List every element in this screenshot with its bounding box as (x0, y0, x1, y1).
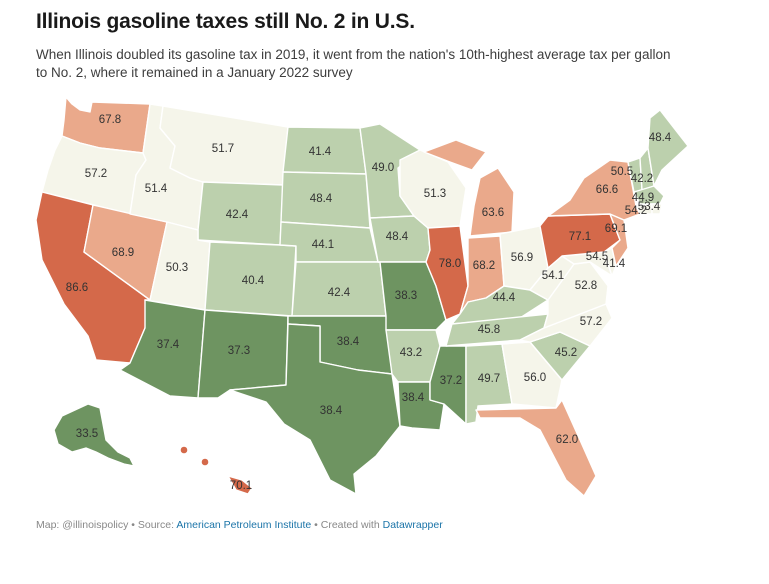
footer-separator: • (128, 519, 138, 531)
footer-separator-2: • (311, 519, 321, 531)
label-id: 51.4 (145, 183, 168, 195)
state-hi[interactable] (227, 475, 253, 495)
footer-source-label: Source: (137, 519, 177, 531)
label-mt: 51.7 (212, 143, 234, 155)
state-il[interactable] (425, 225, 469, 321)
label-ia: 48.4 (386, 231, 409, 243)
label-in: 68.2 (473, 260, 495, 272)
state-tx[interactable] (229, 323, 401, 495)
label-nd: 41.4 (309, 146, 332, 158)
label-nh: 42.2 (631, 173, 653, 185)
state-fl[interactable] (475, 399, 597, 497)
chart-title: Illinois gasoline taxes still No. 2 in U… (36, 10, 415, 33)
label-nc: 57.2 (580, 316, 602, 328)
label-pa: 77.1 (569, 231, 591, 243)
state-me[interactable] (647, 109, 689, 187)
state-ga[interactable] (501, 341, 563, 409)
state-hi-isle[interactable] (179, 445, 189, 455)
state-wy[interactable] (197, 181, 284, 246)
label-mo: 38.3 (395, 290, 417, 302)
label-or: 57.2 (85, 168, 107, 180)
label-vt: 50.5 (611, 166, 633, 178)
label-ok: 38.4 (337, 336, 360, 348)
state-value-labels: 67.8 57.2 86.6 68.9 51.4 51.7 42.4 50.3 … (66, 114, 672, 492)
label-ky: 44.4 (493, 292, 516, 304)
label-az: 37.4 (157, 339, 180, 351)
label-il: 78.0 (439, 258, 461, 270)
label-sd: 48.4 (310, 193, 333, 205)
state-ak[interactable] (53, 403, 135, 467)
label-ar: 43.2 (400, 347, 422, 359)
label-ri: 53.4 (638, 201, 661, 213)
state-hi-isle2[interactable] (200, 457, 210, 467)
state-ri[interactable] (651, 203, 663, 215)
label-hi: 70.1 (230, 480, 252, 492)
label-wy: 42.4 (226, 209, 249, 221)
source-link[interactable]: American Petroleum Institute (176, 519, 312, 531)
label-fl: 62.0 (556, 434, 578, 446)
label-mi: 63.6 (482, 207, 504, 219)
label-de: 54.5 (586, 251, 608, 263)
label-oh: 56.9 (511, 252, 533, 264)
label-ms: 37.2 (440, 375, 462, 387)
label-ny: 66.6 (596, 184, 618, 196)
label-va: 52.8 (575, 280, 597, 292)
label-la: 38.4 (402, 392, 425, 404)
label-ut: 50.3 (166, 262, 188, 274)
label-ks: 42.4 (328, 287, 351, 299)
label-al: 49.7 (478, 373, 500, 385)
label-sc: 45.2 (555, 347, 577, 359)
datawrapper-link[interactable]: Datawrapper (382, 519, 443, 531)
label-wv: 54.1 (542, 270, 564, 282)
chart-footer: Map: @illinoispolicy • Source: American … (36, 519, 443, 531)
label-md: 41.4 (603, 258, 626, 270)
label-ca: 86.6 (66, 282, 88, 294)
label-ga: 56.0 (524, 372, 546, 384)
label-nm: 37.3 (228, 345, 250, 357)
label-ma: 44.9 (632, 192, 654, 204)
label-mn: 49.0 (372, 162, 394, 174)
label-ct: 54.2 (625, 205, 647, 217)
label-tn: 45.8 (478, 324, 500, 336)
footer-credit: Map: @illinoispolicy (36, 519, 129, 531)
footer-created-label: Created with (320, 519, 383, 531)
label-nv: 68.9 (112, 247, 134, 259)
label-ak: 33.5 (76, 428, 98, 440)
label-wa: 67.8 (99, 114, 121, 126)
label-ne: 44.1 (312, 239, 334, 251)
state-ma[interactable] (633, 185, 665, 205)
label-me: 48.4 (649, 132, 672, 144)
label-co: 40.4 (242, 275, 265, 287)
label-wi: 51.3 (424, 188, 446, 200)
label-tx: 38.4 (320, 405, 343, 417)
label-nj: 69.1 (605, 223, 627, 235)
chart-subtitle: When Illinois doubled its gasoline tax i… (36, 47, 671, 80)
